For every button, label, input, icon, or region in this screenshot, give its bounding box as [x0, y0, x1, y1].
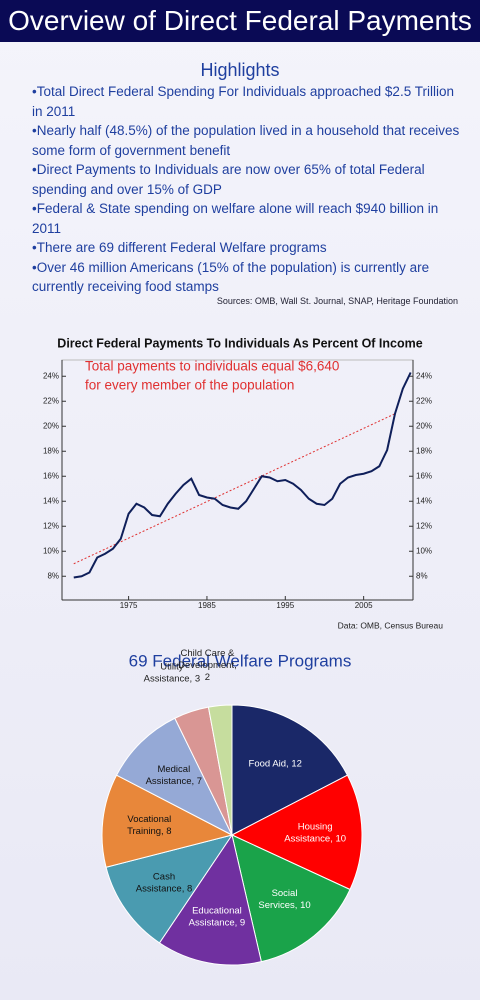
- y2-tick-label: 8%: [416, 571, 428, 580]
- slice-label: Food Aid, 12: [249, 758, 302, 769]
- chart-source: Data: OMB, Census Bureau: [338, 620, 444, 630]
- y2-tick-label: 12%: [416, 521, 432, 530]
- highlights-list: •Total Direct Federal Spending For Indiv…: [32, 82, 462, 297]
- pie-slice: [101, 774, 234, 868]
- annotation: for every member of the population: [85, 378, 294, 393]
- plot-area: [61, 359, 414, 601]
- slice-label: Educational: [192, 905, 242, 916]
- y2-tick-label: 18%: [416, 446, 432, 455]
- y2-tick-label: 22%: [416, 396, 432, 405]
- slice-label: Assistance, 3: [144, 674, 201, 685]
- y-tick-label: 14%: [43, 496, 59, 505]
- data-line: [73, 372, 412, 579]
- y-tick-label: 20%: [43, 421, 59, 430]
- x-tick-label: 1975: [120, 601, 138, 610]
- y2-tick-label: 16%: [416, 471, 432, 480]
- chart-title: Direct Federal Payments To Individuals A…: [57, 336, 422, 350]
- header-title: Overview of Direct Federal Payments: [0, 0, 480, 42]
- y-tick-label: 16%: [43, 471, 59, 480]
- x-tick-label: 2005: [355, 601, 373, 610]
- highlight-bullet: •Total Direct Federal Spending For Indiv…: [32, 84, 454, 119]
- slice-label: Training, 8: [127, 826, 172, 837]
- slice-label: Child Care &: [181, 648, 236, 659]
- y2-tick-label: 14%: [416, 496, 432, 505]
- pie-slice: [231, 834, 351, 963]
- trend-line: [73, 413, 396, 565]
- highlight-bullet: •Over 46 million Americans (15% of the p…: [32, 259, 430, 295]
- slice-label: Housing: [298, 822, 333, 833]
- slice-label: Social: [272, 888, 298, 899]
- highlight-bullet: •Direct Payments to Individuals are now …: [32, 162, 425, 197]
- pie-slice: [230, 774, 363, 891]
- slice-label: Services, 10: [258, 900, 310, 911]
- y-tick-label: 22%: [43, 396, 59, 405]
- slice-label: Cash: [153, 871, 175, 882]
- annotation: Total payments to individuals equal $6,6…: [85, 359, 339, 374]
- y2-tick-label: 20%: [416, 421, 432, 430]
- slice-label: Development,: [178, 660, 237, 671]
- pie-slice: [158, 833, 262, 966]
- y2-tick-label: 10%: [416, 546, 432, 555]
- highlight-bullet: •Nearly half (48.5%) of the population l…: [32, 123, 460, 158]
- y-tick-label: 24%: [43, 371, 59, 380]
- slice-label: Assistance, 9: [189, 917, 246, 928]
- pie-slice: [231, 704, 349, 836]
- pie-slice: [115, 717, 234, 837]
- slice-label: Assistance, 10: [284, 834, 346, 845]
- y-tick-label: 12%: [43, 521, 59, 530]
- y-tick-label: 8%: [47, 571, 59, 580]
- slice-label: Utility: [160, 662, 183, 673]
- slice-label: Assistance, 7: [146, 776, 203, 787]
- chart-title: 69 Federal Welfare Programs: [129, 651, 352, 670]
- highlight-bullet: •There are 69 different Federal Welfare …: [32, 240, 327, 255]
- highlight-bullet: •Federal & State spending on welfare alo…: [32, 201, 439, 236]
- slice-label: Vocational: [127, 814, 171, 825]
- pie-slice: [207, 704, 233, 836]
- y-tick-label: 10%: [43, 546, 59, 555]
- slice-label: Assistance, 8: [136, 883, 193, 894]
- x-tick-label: 1995: [276, 601, 294, 610]
- y2-tick-label: 24%: [416, 371, 432, 380]
- highlights-title: Highlights: [200, 60, 280, 80]
- x-tick-label: 1985: [198, 601, 216, 610]
- y-tick-label: 18%: [43, 446, 59, 455]
- slice-label: Medical: [157, 764, 190, 775]
- pie-slice: [105, 834, 234, 944]
- slice-label: 2: [205, 672, 210, 683]
- sources: Sources: OMB, Wall St. Journal, SNAP, He…: [216, 296, 458, 306]
